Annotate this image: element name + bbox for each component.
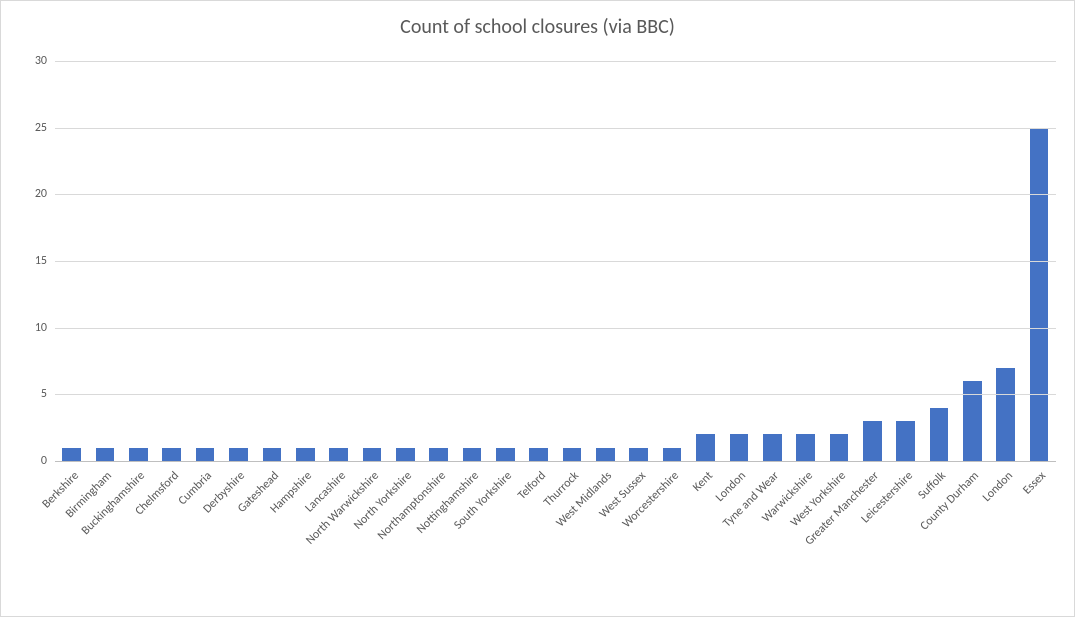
x-tick-label: Essex — [1021, 469, 1049, 497]
x-slot: Thurrock — [555, 465, 588, 598]
y-tick-label: 10 — [35, 321, 55, 335]
bar — [696, 434, 715, 461]
x-slot: Leicestershire — [889, 465, 922, 598]
x-slot: Essex — [1022, 465, 1055, 598]
gridline — [55, 194, 1056, 195]
gridline — [55, 128, 1056, 129]
bar — [363, 448, 382, 461]
plot-area: 051015202530 — [55, 61, 1056, 461]
bar — [62, 448, 81, 461]
x-slot: West Sussex — [622, 465, 655, 598]
bar — [629, 448, 648, 461]
x-slot: Chelmsford — [155, 465, 188, 598]
bar — [763, 434, 782, 461]
chart-title: Count of school closures (via BBC) — [11, 15, 1064, 39]
bar — [963, 381, 982, 461]
gridline — [55, 261, 1056, 262]
bar — [496, 448, 515, 461]
x-slot: West Midlands — [589, 465, 622, 598]
bar — [830, 434, 849, 461]
bar — [796, 434, 815, 461]
y-tick-label: 15 — [35, 254, 55, 268]
x-slot: London — [722, 465, 755, 598]
y-tick-label: 30 — [35, 54, 55, 68]
x-axis-labels: BerkshireBirminghamBuckinghamshireChelms… — [55, 465, 1056, 598]
x-slot: Worcestershire — [655, 465, 688, 598]
x-slot: Derbyshire — [222, 465, 255, 598]
bar — [162, 448, 181, 461]
gridline — [55, 394, 1056, 395]
x-slot: Telford — [522, 465, 555, 598]
bar — [229, 448, 248, 461]
bar — [863, 421, 882, 461]
bar — [663, 448, 682, 461]
bar — [596, 448, 615, 461]
x-slot: South Yorkshire — [489, 465, 522, 598]
y-tick-label: 5 — [41, 387, 55, 401]
bar — [129, 448, 148, 461]
x-slot: Greater Manchester — [856, 465, 889, 598]
gridline — [55, 61, 1056, 62]
x-slot: Cumbria — [188, 465, 221, 598]
gridline — [55, 461, 1056, 462]
bar — [329, 448, 348, 461]
x-slot: Tyne and Wear — [756, 465, 789, 598]
bar — [730, 434, 749, 461]
y-tick-label: 25 — [35, 121, 55, 135]
x-tick-label: Kent — [690, 469, 716, 495]
chart-frame: Count of school closures (via BBC) 05101… — [0, 0, 1075, 617]
bar — [429, 448, 448, 461]
bar — [896, 421, 915, 461]
y-tick-label: 0 — [41, 454, 55, 468]
x-slot: Kent — [689, 465, 722, 598]
gridline — [55, 328, 1056, 329]
bar — [529, 448, 548, 461]
x-slot: Buckinghamshire — [122, 465, 155, 598]
bar — [296, 448, 315, 461]
bar — [1030, 128, 1049, 461]
bar — [96, 448, 115, 461]
bar — [996, 368, 1015, 461]
bar — [396, 448, 415, 461]
plot-wrap: 051015202530 BerkshireBirminghamBuckingh… — [55, 61, 1056, 598]
bar — [563, 448, 582, 461]
x-slot: Gateshead — [255, 465, 288, 598]
bar — [263, 448, 282, 461]
x-slot: County Durham — [956, 465, 989, 598]
bar — [196, 448, 215, 461]
bar — [930, 408, 949, 461]
bar — [463, 448, 482, 461]
y-tick-label: 20 — [35, 187, 55, 201]
x-slot: London — [989, 465, 1022, 598]
